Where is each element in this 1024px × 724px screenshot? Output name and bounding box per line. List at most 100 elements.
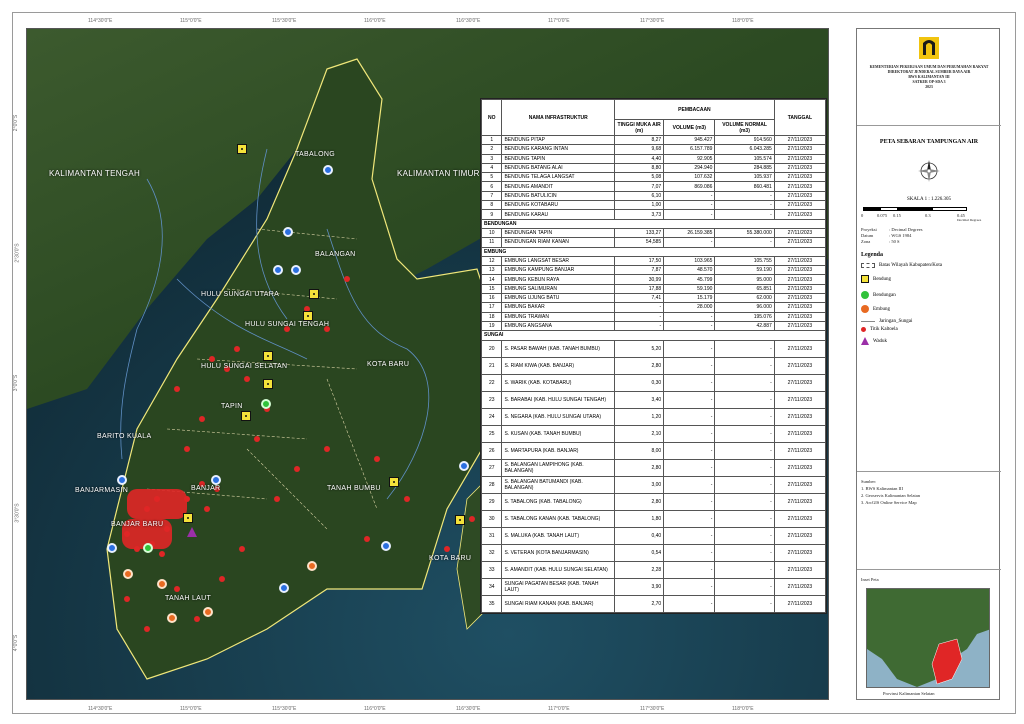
sungai-marker[interactable] [211,475,221,485]
legend-label: Jaringan_Sungai [879,319,913,324]
bendung-marker[interactable] [309,289,319,299]
cell-no: 17 [480,302,503,313]
org-text: KEMENTERIAN PEKERJAAN UMUM DAN PERUMAHAN… [857,65,1001,90]
bendung-marker[interactable] [237,144,247,154]
sungai-marker[interactable] [107,543,117,553]
sungai-marker[interactable] [323,165,333,175]
coord-label: 115°0'0"E [180,706,202,712]
sungai-marker[interactable] [273,265,283,275]
cell-tma: 8,80 [614,162,665,174]
cell-volume: 945.427 [663,134,716,146]
table-row: 9 BENDUNG KARAU 3,73- -27/11/2023 [480,209,827,220]
header-tma: TINGGI MUKA AIR (m) [614,119,665,136]
region-label: KALIMANTAN TIMUR [397,169,480,178]
cell-no: 1 [480,134,503,146]
cell-tma: 1,80 [614,509,665,528]
cell-no: 3 [480,153,503,164]
cell-nama: BENDUNG AMANDIT [501,181,616,192]
cell-nama: S. WARIK (KAB. KOTABARU) [501,373,616,392]
waduk-marker[interactable] [187,527,197,537]
cell-nama: BENDUNG TAPIN [501,153,616,164]
cell-nama: SUNGAI PAGATAN BESAR (KAB. TANAH LAUT) [501,577,616,596]
bendung-marker[interactable] [455,515,465,525]
coord-label: 118°0'0"E [732,18,754,24]
table-row: 5 BENDUNG TELAGA LANGSAT 5,08 107.632 105.93… [480,172,827,183]
cell-volnormal: 105.755 [714,255,775,267]
scale-tick: 0.3 [925,213,931,218]
cell-volume: - [663,237,716,248]
cell-no: 34 [480,577,503,596]
cell-tanggal: 27/11/2023 [773,162,827,174]
river-network [120,148,308,460]
cell-nama: EMBUNG BAKAR [501,302,616,313]
cell-tanggal: 27/11/2023 [773,274,827,285]
cell-no: 23 [480,390,503,409]
embung-marker[interactable] [203,607,213,617]
bendung-marker[interactable] [183,513,193,523]
cell-volume: 15.179 [663,293,716,304]
coord-label: 114°30'0"E [88,706,113,712]
bendungan-marker[interactable] [143,543,153,553]
section-label: EMBUNG [481,246,826,257]
cell-no: 14 [480,274,503,285]
cell-volnormal: 62.000 [714,293,775,304]
cell-tanggal: 27/11/2023 [773,302,827,313]
cell-volnormal: - [714,441,775,460]
sungai-marker[interactable] [459,461,469,471]
boundary-icon [861,263,875,268]
table-row: 4 BENDUNG BATANG ALAI 8,80 294.940 284.885 27… [480,162,827,174]
legend-item: Titik Kaltoela [861,327,898,332]
sungai-marker[interactable] [291,265,301,275]
cell-nama: S. PASAR BAWAH (KAB. TANAH BUMBU) [501,339,616,358]
cell-no: 28 [480,475,503,494]
cell-tanggal: 27/11/2023 [773,424,827,443]
cell-no: 6 [480,181,503,192]
cell-tanggal: 27/11/2023 [773,153,827,164]
cell-tma: 0,54 [614,543,665,562]
cell-tanggal: 27/11/2023 [773,577,827,596]
org-line: SATKER OP-SDA 3 [912,80,946,84]
region-label: TANAH BUMBU [327,485,381,492]
bendung-marker[interactable] [241,411,251,421]
legend-item: Jaringan_Sungai [861,319,912,324]
cell-tanggal: 27/11/2023 [773,181,827,192]
cell-volume: - [663,441,716,460]
embung-marker[interactable] [123,569,133,579]
cell-volnormal: 59.190 [714,265,775,276]
cell-volnormal: - [714,577,775,596]
cell-no: 25 [480,424,503,443]
cell-volnormal: 55.380.000 [714,227,775,239]
sungai-marker[interactable] [117,475,127,485]
table-row: 32 S. VETERAN (KOTA BANJARMASIN) 0,54- -27/… [480,543,827,562]
embung-marker[interactable] [157,579,167,589]
cell-no: 12 [480,255,503,267]
bendung-marker[interactable] [389,477,399,487]
cell-no: 22 [480,373,503,392]
legend-item: Embung [861,305,890,313]
cell-volume: - [663,509,716,528]
cell-volume: - [663,320,716,332]
bendung-marker[interactable] [263,379,273,389]
table-row: 14 EMBUNG KEBUN RAYA 30,99 45.799 95.000 27/1… [480,274,827,285]
table-row: 20 S. PASAR BAWAH (KAB. TANAH BUMBU) 5,20-… [480,339,827,358]
sungai-marker[interactable] [283,227,293,237]
cell-volnormal: - [714,407,775,426]
bendung-marker[interactable] [263,351,273,361]
embung-marker[interactable] [307,561,317,571]
bendung-marker[interactable] [303,311,313,321]
coord-label: 117°0'0"E [548,18,570,24]
cell-nama: S. BALANGAN BATUMANDI (KAB. BALANGAN) [501,475,616,494]
cell-tma: 30,99 [614,274,665,285]
coord-label: 118°0'0"E [732,706,754,712]
embung-marker[interactable] [167,613,177,623]
bendungan-marker[interactable] [261,399,271,409]
table-row: 1 BENDUNG PITAP 8,27 945.427 914.560 27/11/20… [480,134,827,146]
cell-volume: - [663,475,716,494]
scale-text: SKALA 1 : 1.226.305 [906,197,952,202]
table-row: 7 BENDUNG BATULICIN 6,10- -27/11/2023 [480,190,827,202]
cell-volnormal: - [714,356,775,375]
cell-tanggal: 27/11/2023 [773,560,827,579]
table-row: 8 BENDUNG KOTABARU 1,00- -27/11/2023 [480,200,827,211]
sungai-marker[interactable] [279,583,289,593]
sungai-marker[interactable] [381,541,391,551]
